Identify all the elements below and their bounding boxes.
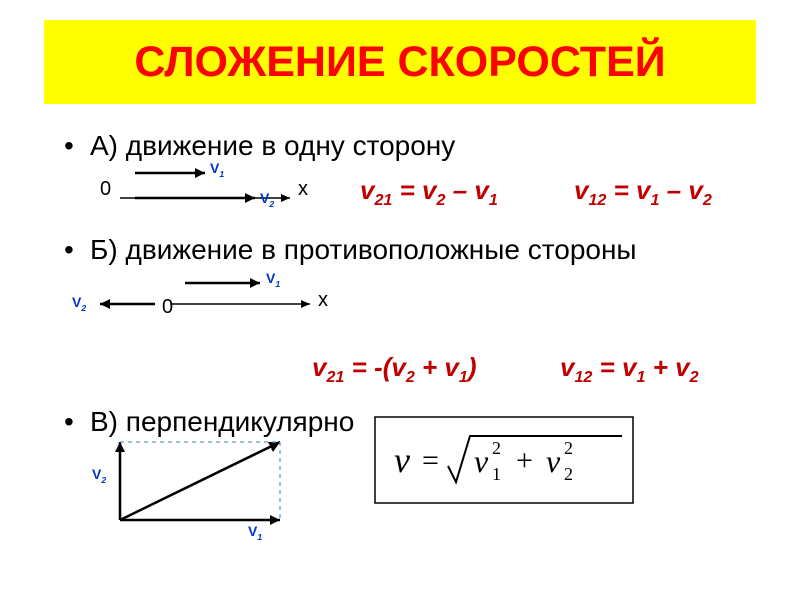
f-b1-lhs: v21 — [312, 352, 344, 382]
formula-b1: v21 = -(v2 + v1) — [312, 352, 477, 387]
zero-a: 0 — [100, 178, 111, 201]
formula-c-v2: v — [546, 443, 561, 479]
f-a2-lhs: v12 — [574, 175, 606, 205]
f-b2-rhs: v1 + v2 — [622, 352, 699, 382]
v2-arrow-b-head — [100, 299, 110, 309]
formula-c-box: v = v 1 2 + v 2 2 — [374, 416, 634, 504]
axis-b-head — [301, 300, 310, 308]
eq: = — [614, 175, 636, 205]
formula-c-border — [375, 417, 633, 503]
formula-c-eq: = — [422, 444, 439, 477]
label-v2-b: V2 — [72, 294, 86, 313]
f-a1-lhs: v21 — [360, 175, 392, 205]
formula-a1: v21 = v2 – v1 — [360, 175, 498, 210]
label-x-a: x — [298, 178, 308, 201]
f-a2-rhs: v1 – v2 — [636, 175, 712, 205]
v2-arrow-a-head — [245, 193, 255, 203]
label-v2-a: V2 — [260, 190, 274, 209]
label-v2-c: V2 — [92, 466, 106, 485]
bullet-c: В) перпендикулярно — [90, 406, 354, 438]
formula-c-v2-sub: 2 — [564, 464, 573, 484]
formula-c-v1: v — [474, 443, 489, 479]
v1-arrow-a-head — [195, 168, 205, 178]
label-x-b: x — [318, 289, 328, 312]
v1-arrow-c-head — [270, 515, 280, 525]
formula-c-v2-sup: 2 — [564, 438, 573, 458]
eq: = — [352, 352, 374, 382]
bullet-a: А) движение в одну сторону — [90, 130, 455, 162]
f-b2-lhs: v12 — [560, 352, 592, 382]
zero-b: 0 — [162, 296, 173, 319]
eq: = — [600, 352, 622, 382]
formula-b2: v12 = v1 + v2 — [560, 352, 699, 387]
label-v1-a: V1 — [210, 160, 224, 179]
formula-c-v1-sup: 2 — [492, 438, 501, 458]
label-v1-b: V1 — [266, 270, 280, 289]
v-resultant — [120, 442, 280, 520]
f-b1-rhs: -(v2 + v1) — [374, 352, 476, 382]
formula-c-plus: + — [516, 444, 533, 477]
v-resultant-head — [268, 442, 280, 452]
v2-arrow-c-head — [115, 442, 125, 452]
formula-c-v1-sub: 1 — [492, 464, 501, 484]
v1-arrow-b-head — [250, 278, 260, 288]
formula-a2: v12 = v1 – v2 — [574, 175, 712, 210]
slide-title: СЛОЖЕНИЕ СКОРОСТЕЙ — [44, 20, 756, 104]
axis-a-head — [281, 194, 290, 202]
f-a1-rhs: v2 – v1 — [422, 175, 498, 205]
formula-c-v: v — [394, 440, 410, 480]
bullet-b: Б) движение в противоположные стороны — [90, 234, 730, 266]
label-v1-c: V1 — [248, 523, 262, 542]
eq: = — [400, 175, 422, 205]
